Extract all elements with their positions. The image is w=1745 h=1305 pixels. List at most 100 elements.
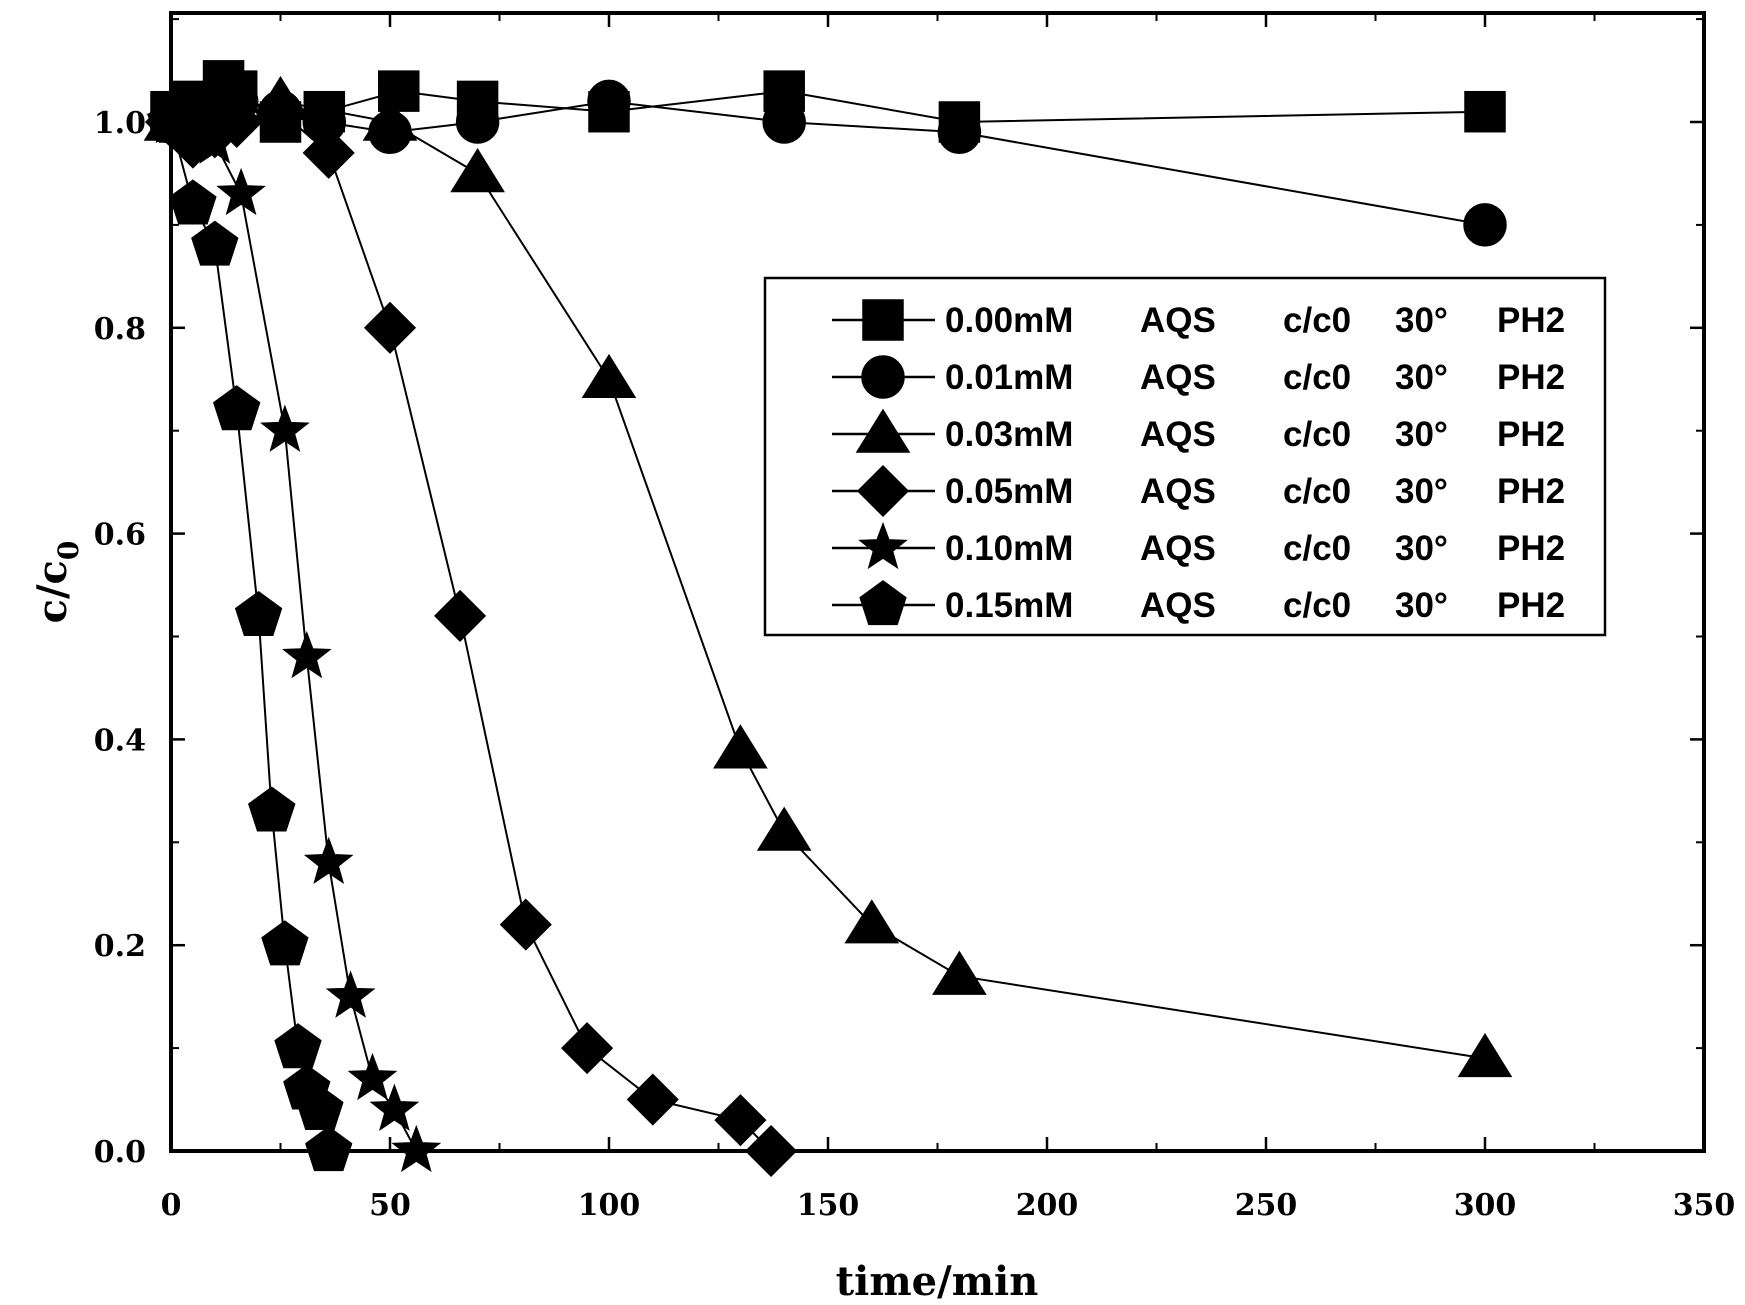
legend-label: PH2: [1497, 586, 1565, 625]
data-point-star: [189, 116, 240, 164]
y-axis-title-main: c/c: [29, 560, 76, 623]
y-tick-label: 1.0: [94, 106, 146, 141]
series-line: [170, 100, 1486, 226]
data-point-star: [216, 167, 266, 216]
data-point-circle: [455, 100, 500, 144]
x-tick-label: 50: [369, 1188, 411, 1223]
legend-label: 30°: [1395, 415, 1448, 454]
legend-label: 30°: [1395, 529, 1448, 568]
data-point-diamond: [254, 85, 307, 138]
data-point-star: [325, 970, 376, 1018]
svg-text:c/c0: c/c0: [29, 541, 85, 624]
data-point-diamond: [561, 1022, 614, 1075]
legend-marker-diamond: [856, 464, 910, 518]
data-point-circle: [762, 100, 806, 144]
legend-label: PH2: [1497, 472, 1565, 511]
data-point-diamond: [363, 301, 417, 354]
data-point-triangle: [713, 724, 768, 769]
data-point-pentagon: [169, 179, 217, 225]
axis-ticks: [169, 13, 1706, 1153]
legend-label: 0.01mM: [945, 358, 1073, 397]
legend-label: c/c0: [1283, 358, 1351, 397]
legend-label: 30°: [1395, 586, 1448, 625]
data-point-circle: [1463, 203, 1507, 247]
y-tick-label: 0.0: [94, 1135, 146, 1170]
data-point-circle: [937, 110, 982, 155]
y-tick-label: 0.8: [94, 312, 146, 347]
data-point-star: [369, 1083, 420, 1132]
data-point-diamond: [499, 898, 552, 951]
legend-label: AQS: [1140, 301, 1216, 340]
series-pentagon: [147, 97, 353, 1172]
legend-label: c/c0: [1283, 529, 1351, 568]
legend-label: PH2: [1497, 529, 1565, 568]
y-tick-label: 0.2: [94, 929, 146, 964]
legend-entry: 0.05mM AQS c/c0 30° PH2: [832, 464, 1565, 518]
data-point-star: [391, 1124, 442, 1173]
data-point-square: [1464, 90, 1506, 133]
legend-marker-square: [862, 299, 904, 341]
data-point-diamond: [302, 126, 355, 179]
data-point-pentagon: [274, 1023, 322, 1069]
legend-label: PH2: [1497, 415, 1565, 454]
y-axis-title: c/c0: [29, 541, 85, 624]
legend-label: PH2: [1497, 358, 1565, 397]
x-tick-label: 100: [578, 1188, 641, 1223]
legend-entry: 0.03mM AQS c/c0 30° PH2: [832, 408, 1565, 454]
legend-label: 0.10mM: [945, 529, 1073, 568]
x-tick-label: 150: [797, 1188, 860, 1223]
legend-label: 30°: [1395, 472, 1448, 511]
x-tick-label: 0: [161, 1188, 182, 1223]
legend-marker-star: [858, 521, 908, 570]
data-point-diamond: [714, 1094, 767, 1147]
axis-tick-labels: 0 50 100 150 200 250 300 350 0.0 0.2 0.4 0.6 0.8 1.0: [94, 106, 1736, 1223]
legend-box: [763, 276, 1607, 637]
data-point-diamond: [744, 1124, 798, 1178]
data-point-star: [303, 836, 354, 885]
legend-label: c/c0: [1283, 415, 1351, 454]
legend-label: 0.00mM: [945, 301, 1073, 340]
legend-label: AQS: [1140, 358, 1216, 397]
legend-marker-triangle: [855, 408, 911, 453]
y-tick-label: 0.4: [94, 723, 146, 758]
data-point-triangle: [450, 148, 505, 193]
data-point-pentagon: [305, 1126, 353, 1172]
data-point-pentagon: [296, 1084, 344, 1131]
legend-marker-pentagon: [859, 580, 907, 626]
legend-label: AQS: [1140, 529, 1216, 568]
series-line: [170, 121, 418, 1152]
legend-entry: 0.01mM AQS c/c0 30° PH2: [832, 355, 1565, 399]
legend-label: PH2: [1497, 301, 1565, 340]
legend-label: AQS: [1140, 472, 1216, 511]
x-tick-label: 250: [1235, 1188, 1298, 1223]
legend-label: 0.03mM: [945, 415, 1073, 454]
legend-label: AQS: [1140, 415, 1216, 454]
y-axis-title-subscript: 0: [52, 541, 85, 560]
data-point-star: [281, 630, 332, 679]
data-point-triangle: [1457, 1032, 1513, 1078]
data-point-triangle: [362, 96, 418, 141]
data-point-pentagon: [261, 920, 309, 966]
data-point-diamond: [626, 1073, 679, 1126]
data-point-triangle: [581, 353, 637, 398]
data-point-diamond: [434, 589, 487, 642]
data-point-star: [260, 404, 310, 452]
legend-entry: 0.00mM AQS c/c0 30° PH2: [832, 299, 1565, 341]
legend-label: c/c0: [1283, 472, 1351, 511]
x-axis-title: time/min: [836, 1258, 1039, 1305]
data-point-star: [347, 1052, 398, 1101]
legend-marker-circle: [861, 355, 905, 399]
data-point-pentagon: [234, 590, 283, 637]
legend-label: 0.05mM: [945, 472, 1073, 511]
data-point-square: [763, 70, 805, 112]
legend-label: c/c0: [1283, 301, 1351, 340]
legend-entry: 0.10mM AQS c/c0 30° PH2: [832, 521, 1565, 570]
data-point-circle: [587, 79, 631, 124]
legend-label: 30°: [1395, 358, 1448, 397]
y-tick-label: 0.6: [94, 518, 146, 553]
legend-label: c/c0: [1283, 586, 1351, 625]
data-point-triangle: [932, 950, 987, 995]
